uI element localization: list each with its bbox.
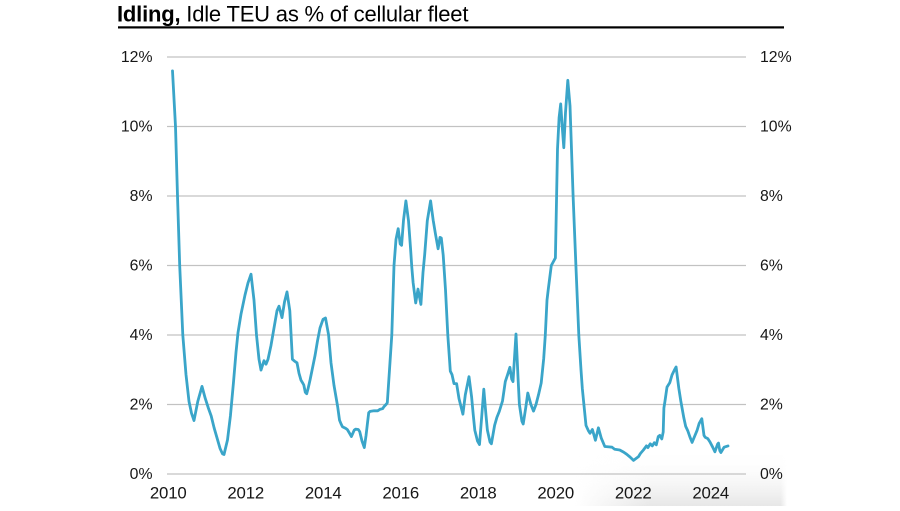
svg-text:Idling, Idle TEU as % of cellu: Idling, Idle TEU as % of cellular fleet	[117, 2, 468, 27]
svg-text:12%: 12%	[121, 49, 153, 66]
svg-text:2012: 2012	[227, 484, 264, 503]
svg-text:6%: 6%	[130, 257, 153, 274]
svg-text:10%: 10%	[760, 118, 792, 135]
svg-text:12%: 12%	[760, 49, 792, 66]
svg-text:2018: 2018	[460, 484, 497, 503]
svg-text:0%: 0%	[130, 466, 153, 483]
svg-text:2024: 2024	[692, 484, 729, 503]
svg-text:2014: 2014	[305, 484, 342, 503]
svg-text:10%: 10%	[121, 118, 153, 135]
svg-text:8%: 8%	[130, 188, 153, 205]
svg-text:0%: 0%	[760, 466, 783, 483]
svg-text:2010: 2010	[150, 484, 187, 503]
svg-text:4%: 4%	[130, 327, 153, 344]
svg-text:2%: 2%	[760, 396, 783, 413]
svg-text:2020: 2020	[537, 484, 574, 503]
svg-text:2022: 2022	[615, 484, 652, 503]
svg-text:4%: 4%	[760, 327, 783, 344]
svg-text:2016: 2016	[382, 484, 419, 503]
svg-text:8%: 8%	[760, 188, 783, 205]
svg-text:2%: 2%	[130, 396, 153, 413]
svg-text:6%: 6%	[760, 257, 783, 274]
